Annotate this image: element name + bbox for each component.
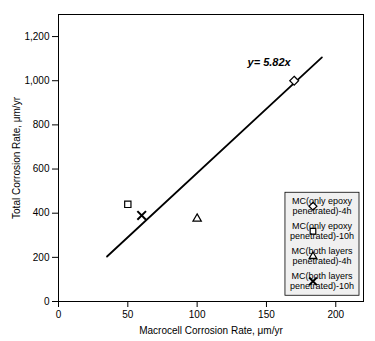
- svg-text:MC(both layerspenetrated)-10h: MC(both layerspenetrated)-10h: [290, 271, 354, 291]
- svg-text:1,200: 1,200: [24, 31, 49, 42]
- svg-text:150: 150: [258, 309, 275, 320]
- svg-text:600: 600: [33, 163, 50, 174]
- svg-text:50: 50: [122, 309, 134, 320]
- svg-text:400: 400: [33, 207, 50, 218]
- svg-text:0: 0: [56, 309, 62, 320]
- svg-text:MC(only epoxypenetrated)-4h: MC(only epoxypenetrated)-4h: [292, 196, 353, 216]
- svg-text:MC(only epoxypenetrated)-10h: MC(only epoxypenetrated)-10h: [290, 221, 354, 241]
- svg-text:y= 5.82x: y= 5.82x: [247, 56, 292, 68]
- svg-text:200: 200: [327, 309, 344, 320]
- svg-text:800: 800: [33, 119, 50, 130]
- svg-text:100: 100: [189, 309, 206, 320]
- svg-text:0: 0: [44, 296, 50, 307]
- svg-text:Macrocell Corrosion Rate, μm/y: Macrocell Corrosion Rate, μm/yr: [139, 325, 283, 336]
- svg-text:200: 200: [33, 252, 50, 263]
- svg-text:Total Corrosion Rate, μm/yr: Total Corrosion Rate, μm/yr: [11, 96, 22, 219]
- svg-text:1,000: 1,000: [24, 75, 49, 86]
- svg-text:MC(both layerspenetrated)-4h: MC(both layerspenetrated)-4h: [291, 246, 353, 266]
